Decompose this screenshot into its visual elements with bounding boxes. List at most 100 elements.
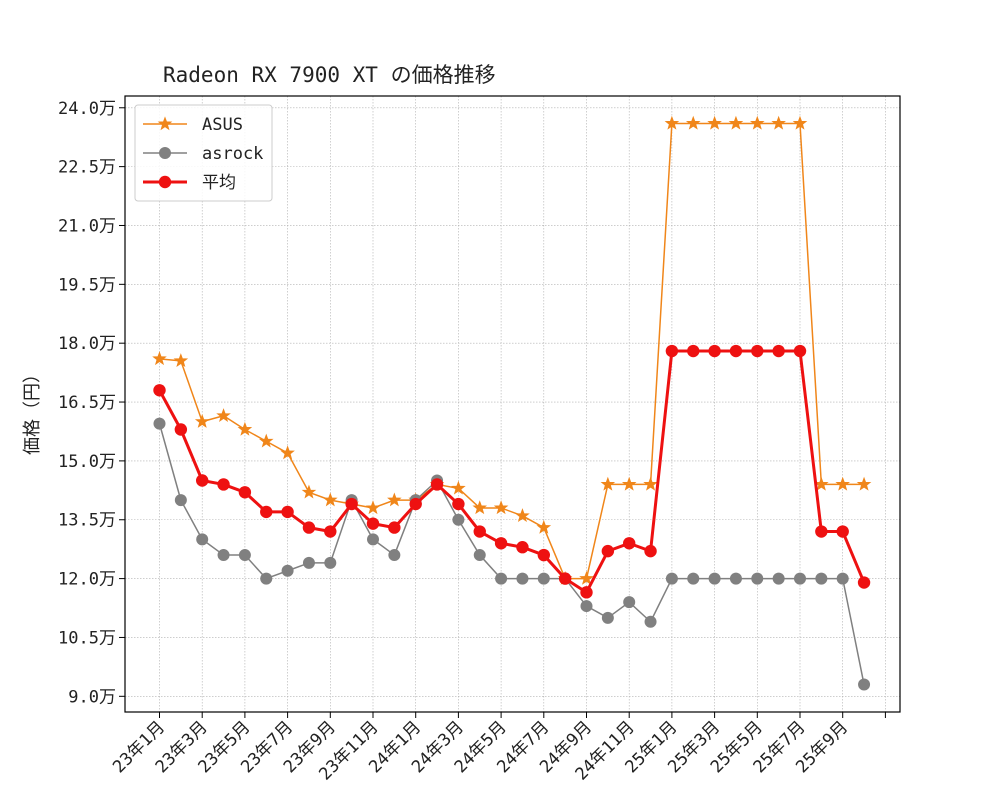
data-point [857,576,871,589]
data-point [794,572,806,585]
data-point [324,556,337,569]
data-point [159,147,171,159]
data-point [836,572,849,585]
data-point [601,611,614,624]
data-point [323,492,338,507]
data-point [729,572,742,585]
data-point [388,549,401,562]
legend-item: asrock [143,144,263,164]
data-point [388,521,401,534]
data-point [644,615,657,628]
data-point [452,497,465,511]
data-point [365,500,381,515]
legend-box [134,104,273,202]
data-point [409,497,422,511]
data-point [153,384,166,397]
data-point [430,478,444,491]
data-point [708,344,721,358]
data-point [772,344,785,358]
data-point [580,586,593,599]
data-point [217,549,230,562]
legend-label: ASUS [202,115,243,135]
series-asrock [153,417,871,691]
data-point [174,494,187,507]
data-point [750,115,765,130]
y-tick-label: 19.5万 [58,275,116,295]
data-point [260,572,273,585]
data-point [515,508,530,523]
series-line [158,349,866,594]
data-point [558,572,572,585]
series-line [159,122,865,580]
series-line [158,423,865,685]
y-axis-label: 価格（円） [22,365,43,455]
y-tick-label: 22.5万 [58,158,116,178]
legend-label: asrock [202,144,263,164]
series-平均 [153,344,871,599]
y-tick-label: 18.0万 [58,334,116,354]
data-point [771,115,786,130]
data-point [621,476,637,491]
data-point [793,344,807,358]
data-point [537,572,550,585]
data-point [324,525,337,538]
data-point [173,353,189,368]
data-point [836,525,849,538]
data-point [366,517,380,530]
data-point [643,476,658,491]
y-tick-label: 12.0万 [58,570,116,590]
data-point [600,476,616,491]
data-point [516,541,529,554]
data-point [858,678,871,691]
y-tick-label: 10.5万 [58,628,116,648]
data-point [493,500,509,515]
data-point [387,492,402,507]
y-tick-label: 16.5万 [58,393,116,413]
plot-frame [124,95,901,713]
data-point [707,115,722,130]
data-point [708,572,721,585]
data-point [281,505,294,519]
data-point [623,596,636,609]
series-ASUS [152,115,872,585]
data-point [644,544,657,558]
data-point [665,572,678,585]
data-point [281,564,294,577]
data-point [153,417,166,430]
data-point [472,500,488,515]
data-point [238,486,252,499]
y-tick-label: 15.0万 [58,452,116,472]
data-point [301,484,317,499]
data-point [536,519,552,534]
data-point [856,476,872,491]
data-point [751,344,764,358]
data-point [302,556,315,569]
data-point [751,572,764,585]
data-point [579,570,594,585]
data-point [196,533,209,546]
data-point [473,525,486,538]
data-point [664,115,680,130]
data-point [158,175,172,189]
data-point [494,537,508,550]
y-tick-label: 24.0万 [58,99,116,119]
data-point [367,533,379,546]
data-point [194,414,210,428]
data-point [815,572,828,585]
data-point [495,572,508,585]
data-point [792,115,808,130]
data-point [196,474,209,487]
chart-title: Radeon RX 7900 XT の価格推移 [163,63,496,87]
data-point [217,478,230,491]
y-tick-label: 13.5万 [58,511,116,531]
data-point [815,525,828,538]
data-point [687,344,700,358]
legend-label: 平均 [202,173,236,193]
data-point [260,505,273,519]
data-point [772,572,785,585]
data-point [473,549,486,562]
data-point [302,521,316,534]
data-point [601,544,615,558]
